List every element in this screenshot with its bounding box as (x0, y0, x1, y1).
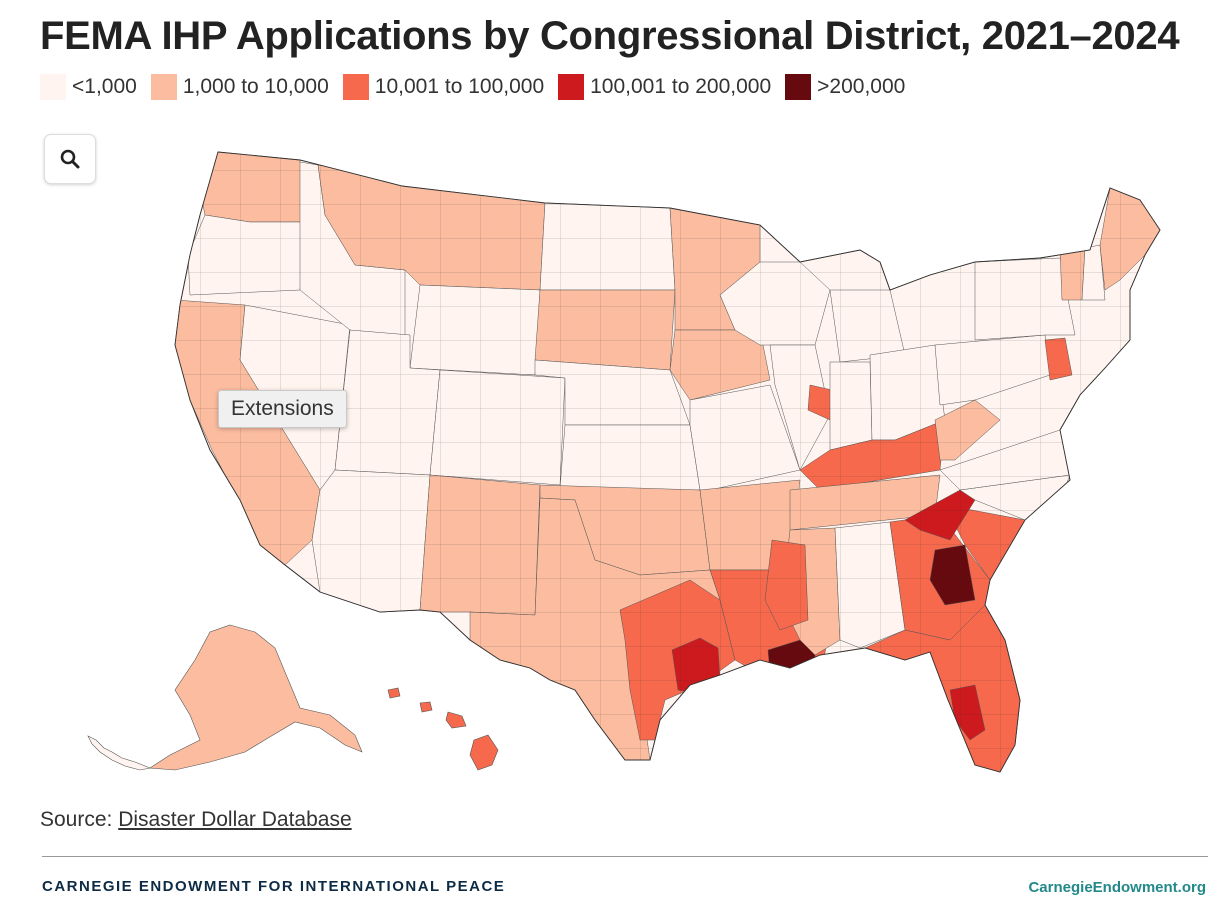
search-icon (60, 149, 80, 169)
source-note: Source: Disaster Dollar Database (40, 808, 352, 832)
legend-item-100k-200k: 100,001 to 200,000 (558, 74, 771, 100)
extensions-tooltip[interactable]: Extensions (218, 390, 347, 428)
contiguous-us (174, 151, 1161, 773)
legend-item-10k-100k: 10,001 to 100,000 (342, 74, 545, 100)
org-name: CARNEGIE ENDOWMENT FOR INTERNATIONAL PEA… (42, 878, 506, 895)
source-link[interactable]: Disaster Dollar Database (118, 808, 352, 831)
legend-swatch (150, 74, 177, 100)
legend-swatch (558, 74, 585, 100)
legend-swatch (40, 74, 66, 100)
alaska (87, 624, 363, 771)
district-boundaries (175, 152, 1160, 772)
site-link[interactable]: CarnegieEndowment.org (1028, 879, 1206, 896)
legend-label: >200,000 (817, 75, 906, 98)
region-alaska[interactable] (149, 624, 363, 771)
legend-label: 100,001 to 200,000 (590, 75, 772, 98)
us-outline (174, 151, 1161, 773)
legend-label: 10,001 to 100,000 (374, 75, 545, 98)
source-prefix: Source: (40, 808, 113, 831)
hawaii (387, 687, 499, 771)
legend-item-1k-10k: 1,000 to 10,000 (150, 74, 329, 100)
legend-swatch (342, 74, 369, 100)
legend-item-gt200k: >200,000 (785, 74, 905, 100)
aleutian-islands (87, 735, 152, 771)
zoom-search-button[interactable] (44, 134, 96, 184)
footer-divider (42, 856, 1208, 857)
region-hawaii-kauai[interactable] (387, 687, 401, 699)
legend-swatch (785, 74, 812, 100)
region-hawaii-oahu[interactable] (419, 701, 433, 713)
legend-item-lt1000: <1,000 (40, 74, 137, 100)
legend: <1,000 1,000 to 10,000 10,001 to 100,000… (40, 74, 919, 100)
chart-title: FEMA IHP Applications by Congressional D… (40, 14, 1180, 58)
legend-label: <1,000 (72, 75, 137, 98)
legend-label: 1,000 to 10,000 (182, 75, 329, 98)
region-hawaii[interactable] (469, 734, 499, 771)
region-hawaii-maui[interactable] (445, 711, 467, 729)
